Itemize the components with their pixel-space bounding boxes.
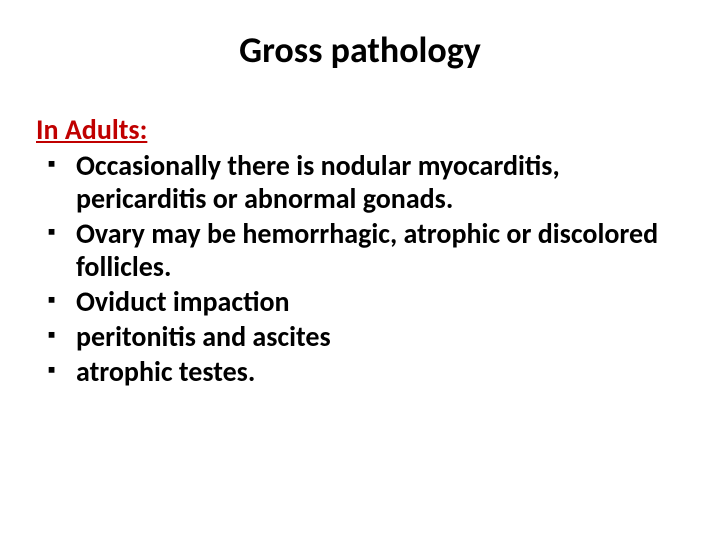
subheading-in-adults: In Adults: <box>36 112 684 147</box>
list-item: atrophic testes. <box>42 355 684 388</box>
slide-title: Gross pathology <box>36 28 684 72</box>
list-item: Oviduct impaction <box>42 285 684 318</box>
list-item: peritonitis and ascites <box>42 320 684 353</box>
list-item: Ovary may be hemorrhagic, atrophic or di… <box>42 217 684 283</box>
bullet-list: Occasionally there is nodular myocarditi… <box>42 149 684 388</box>
list-item: Occasionally there is nodular myocarditi… <box>42 149 684 215</box>
slide: Gross pathology In Adults: Occasionally … <box>0 0 720 540</box>
